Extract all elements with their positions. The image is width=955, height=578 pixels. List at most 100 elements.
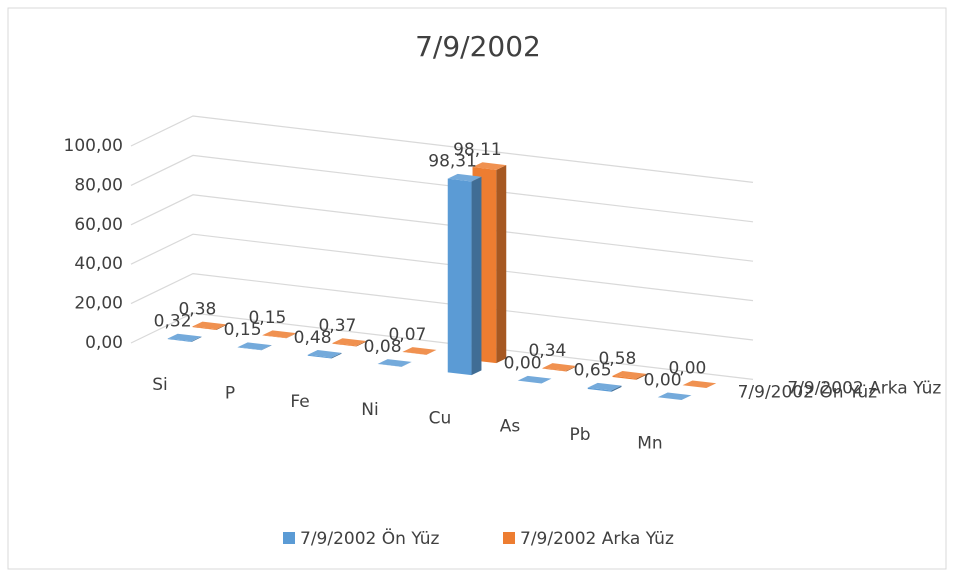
x-tick-label: Cu xyxy=(429,408,452,428)
depth-label: 7/9/2002 Arka Yüz xyxy=(787,378,941,398)
bar xyxy=(657,392,692,401)
grid-line xyxy=(130,154,754,223)
bar-front xyxy=(612,375,637,380)
bar-top xyxy=(447,173,482,182)
bar xyxy=(612,370,647,380)
grid-line xyxy=(130,194,754,262)
bar-front xyxy=(542,367,567,372)
y-tick-label: 100,00 xyxy=(64,136,123,156)
data-label: 0,48 xyxy=(294,328,332,348)
bar-front xyxy=(447,178,472,376)
bar-front xyxy=(237,347,262,351)
y-tick-label: 40,00 xyxy=(74,254,123,274)
bar-side xyxy=(471,176,482,376)
bar-top xyxy=(237,342,272,350)
bar-top xyxy=(587,382,622,391)
x-tick-label: Ni xyxy=(361,400,378,420)
x-tick-label: P xyxy=(225,383,235,403)
bar xyxy=(682,380,717,389)
data-label: 0,37 xyxy=(318,316,356,336)
bar-front xyxy=(332,343,357,347)
bar-side xyxy=(331,352,342,359)
bar-front xyxy=(587,387,612,392)
bar xyxy=(262,330,297,339)
data-label: 0,00 xyxy=(504,354,542,374)
grid-line xyxy=(130,115,754,183)
data-label: 0,32 xyxy=(154,312,192,332)
bar-front xyxy=(307,354,332,359)
legend-swatch xyxy=(503,532,515,544)
data-label: 0,08 xyxy=(364,337,402,357)
bar xyxy=(402,347,437,355)
x-tick-label: Pb xyxy=(569,425,590,445)
bar-side xyxy=(426,349,437,355)
bar xyxy=(237,342,272,351)
grid-line xyxy=(130,312,754,380)
bar-top xyxy=(682,380,717,389)
bar-side xyxy=(611,385,622,392)
bar xyxy=(167,333,202,342)
bar-top xyxy=(262,330,297,338)
y-tick-label: 0,00 xyxy=(85,333,123,353)
legend-label: 7/9/2002 Arka Yüz xyxy=(520,529,674,549)
depth-label: 7/9/2002 Ön Yüz xyxy=(738,380,878,402)
y-tick-label: 20,00 xyxy=(74,294,123,314)
data-label: 0,07 xyxy=(388,325,426,345)
bar-top xyxy=(307,349,342,358)
data-label: 0,38 xyxy=(178,299,216,319)
chart-title: 7/9/2002 xyxy=(415,30,541,63)
bar-side xyxy=(636,373,647,380)
bar-side xyxy=(216,324,227,330)
data-label: 0,00 xyxy=(644,370,682,390)
legend-label: 7/9/2002 Ön Yüz xyxy=(300,527,440,549)
bar-top xyxy=(542,363,577,371)
bar-side xyxy=(191,336,202,342)
data-label: 98,11 xyxy=(453,140,502,160)
data-label: 0,58 xyxy=(598,349,636,369)
data-label: 0,00 xyxy=(668,358,706,378)
bar-front xyxy=(402,351,427,355)
bar-top xyxy=(192,321,227,330)
bar xyxy=(447,173,482,376)
bar-top xyxy=(167,333,202,342)
bar xyxy=(192,321,227,330)
bar-front xyxy=(167,338,192,342)
bar-top xyxy=(657,392,692,401)
bar xyxy=(307,349,342,359)
x-tick-label: Mn xyxy=(637,433,662,453)
bar-front xyxy=(377,363,402,367)
bar-top xyxy=(402,347,437,355)
y-tick-label: 60,00 xyxy=(74,215,123,235)
x-tick-label: Fe xyxy=(290,392,309,412)
bar-side xyxy=(286,333,297,339)
grid-line xyxy=(130,233,754,302)
x-tick-label: Si xyxy=(152,375,168,395)
bar-side xyxy=(566,365,577,372)
bar-top xyxy=(332,338,367,346)
x-tick-label: As xyxy=(500,417,521,437)
data-label: 0,15 xyxy=(248,308,286,328)
data-label: 0,34 xyxy=(528,341,566,361)
bar xyxy=(542,363,577,372)
bar-front xyxy=(262,335,287,339)
bar-side xyxy=(261,345,272,351)
grid-line xyxy=(130,272,754,341)
bar xyxy=(332,338,367,347)
data-label: 0,65 xyxy=(574,361,612,381)
data-label: 98,31 xyxy=(428,152,477,172)
bar xyxy=(587,382,622,392)
bar xyxy=(517,375,552,384)
bar-front xyxy=(192,326,217,330)
bar-top xyxy=(472,162,507,170)
bar-side xyxy=(356,341,367,347)
data-label: 0,15 xyxy=(224,320,262,340)
bar-side xyxy=(496,165,507,364)
bar-top xyxy=(377,359,412,367)
legend-swatch xyxy=(283,532,295,544)
bar xyxy=(377,359,412,367)
bar-top xyxy=(517,375,552,384)
bar-side xyxy=(401,361,412,367)
bar-top xyxy=(612,370,647,379)
y-tick-label: 80,00 xyxy=(74,175,123,195)
